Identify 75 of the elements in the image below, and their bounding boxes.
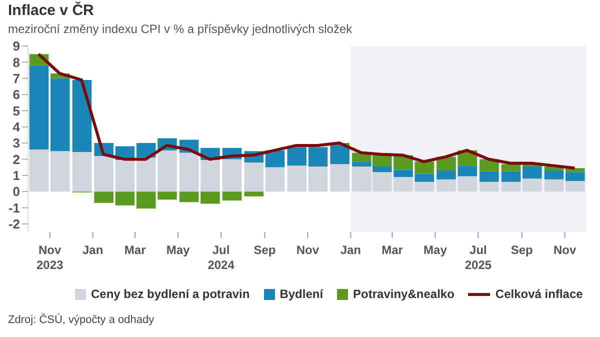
bar	[330, 145, 350, 164]
bar	[308, 147, 328, 166]
text: Zdroj: ČSÚ, výpočty a odhady	[8, 314, 154, 326]
bar	[265, 167, 285, 192]
y-tick-label: 3	[12, 136, 20, 151]
chart-subtitle: meziroční změny indexu CPI v % a příspěvky jednotlivých složek	[8, 22, 352, 36]
y-tick-label: -2	[8, 216, 20, 232]
bar	[480, 182, 499, 192]
y-tick-label: 5	[12, 103, 20, 118]
bar	[480, 171, 499, 182]
legend-label: Ceny bez bydlení a potravin	[91, 287, 250, 301]
x-tick-label: Nov	[554, 243, 577, 257]
bar	[179, 152, 199, 192]
bar	[29, 150, 49, 192]
y-tick-label: 0	[12, 184, 20, 200]
bar	[158, 192, 177, 200]
bar	[136, 158, 156, 192]
x-tick-label: Mar	[124, 243, 146, 257]
x-tick-label: Jul 2024	[208, 243, 235, 272]
bar	[501, 164, 521, 172]
x-tick-label: Nov 2023	[36, 243, 64, 272]
bar	[94, 156, 114, 192]
bar	[158, 150, 177, 192]
x-tick-label: Jan	[82, 243, 104, 257]
y-tick-label: 2	[12, 152, 20, 167]
x-tick-label: Nov	[296, 243, 320, 257]
bar	[544, 170, 564, 180]
x-tick-label: Jul 2025	[464, 243, 492, 272]
y-tick-label: 8	[12, 54, 20, 70]
y-tick-label: 6	[12, 87, 20, 102]
bar	[222, 159, 242, 192]
bar	[566, 181, 585, 192]
x-tick-label: May	[424, 243, 448, 257]
x-tick-label: Mar	[382, 243, 404, 257]
bar	[200, 192, 220, 204]
line-series	[37, 52, 576, 170]
y-tick-label: 9	[12, 38, 20, 54]
legend-label: Celková inflace	[495, 287, 583, 301]
bar	[501, 182, 521, 192]
bar	[265, 150, 285, 168]
y-tick-label: 7	[12, 70, 20, 86]
y-tick-label: -1	[8, 200, 20, 216]
bar	[522, 166, 542, 179]
bar	[94, 192, 114, 203]
bar	[501, 171, 521, 182]
bar	[287, 166, 307, 192]
chart-title: Inflace v ČR	[8, 2, 94, 19]
x-tick-label: Sep	[510, 243, 533, 257]
bar	[29, 65, 49, 150]
bar	[50, 78, 70, 152]
x-tick-label: Jan	[340, 243, 362, 257]
bar	[222, 192, 242, 200]
bar	[179, 192, 199, 202]
bar	[200, 160, 220, 192]
bar	[244, 162, 264, 192]
bar	[136, 192, 156, 209]
x-tick-label: Sep	[254, 243, 276, 257]
y-tick-label: 4	[12, 119, 21, 134]
bar	[115, 160, 135, 192]
bar	[72, 80, 92, 152]
bar	[50, 151, 70, 192]
bar	[244, 192, 264, 196]
bar	[287, 147, 307, 166]
bar	[115, 192, 135, 206]
bar	[522, 178, 542, 192]
x-tick-label: May	[166, 243, 190, 257]
bar	[352, 162, 372, 166]
y-tick-label: 1	[12, 168, 20, 184]
legend-label: Potraviny&nealko	[353, 287, 454, 301]
bar	[308, 166, 328, 192]
bar	[544, 179, 564, 192]
bar	[330, 164, 350, 192]
bar	[72, 152, 92, 192]
bar	[566, 172, 585, 182]
legend-label: Bydlení	[280, 287, 324, 301]
